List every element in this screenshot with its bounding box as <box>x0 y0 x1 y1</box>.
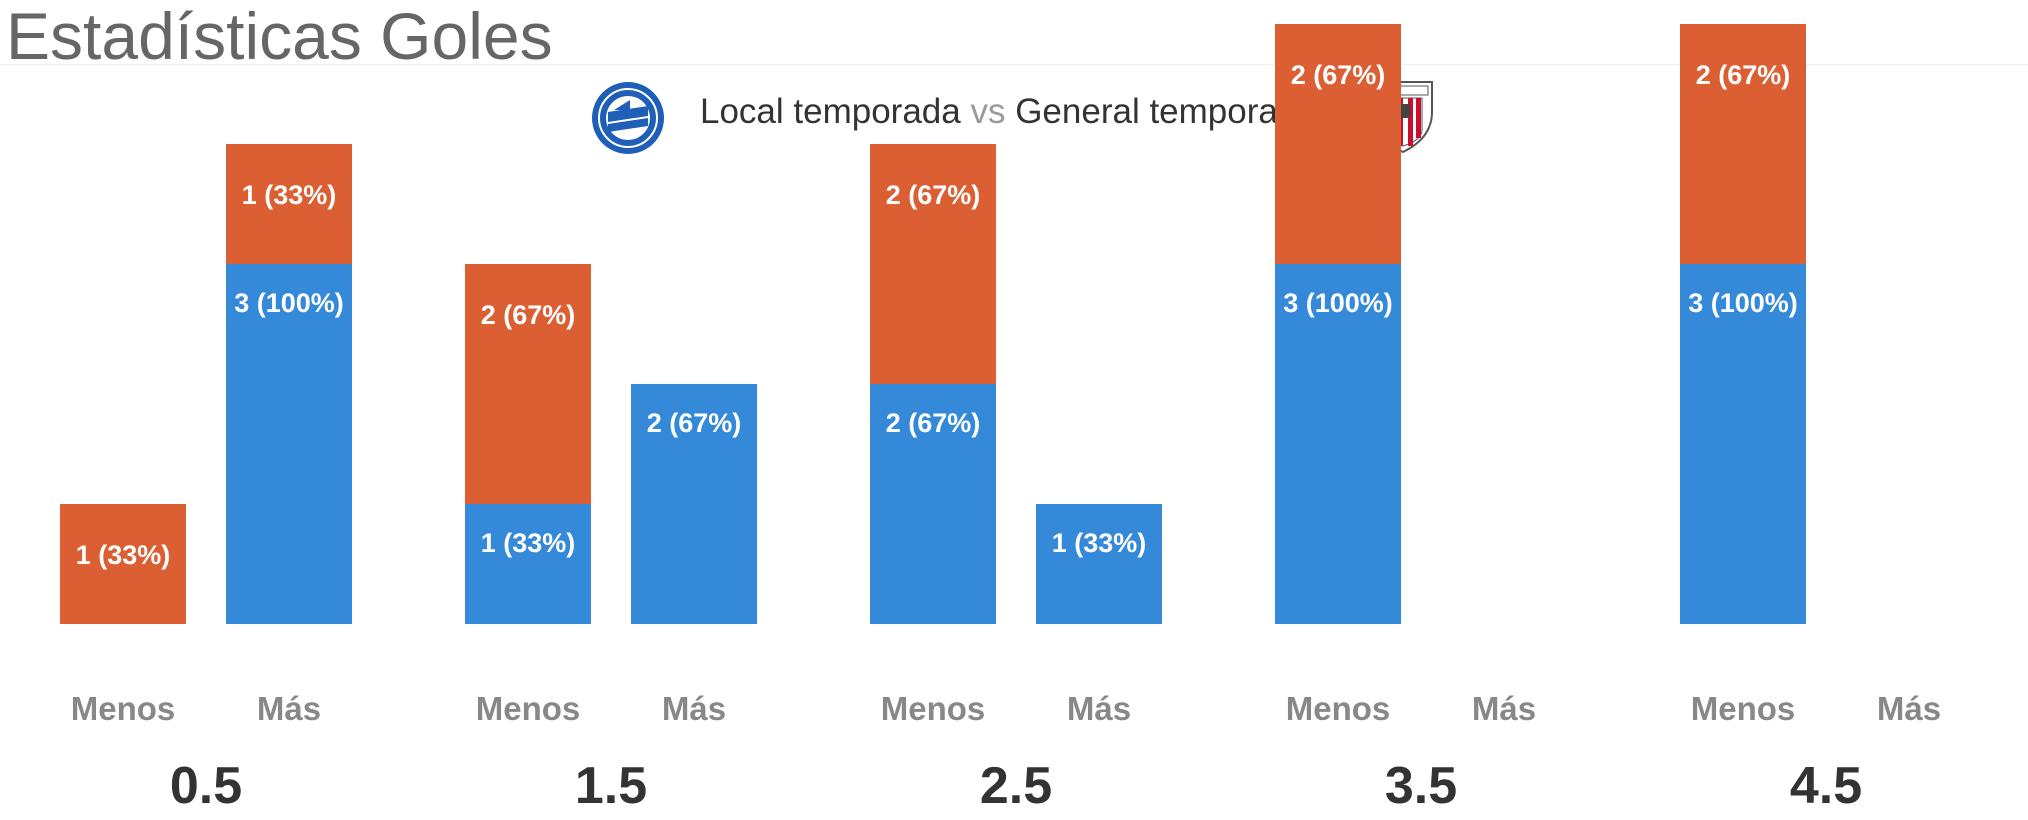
bar-local-1-5-menos <box>465 264 591 504</box>
category-label-menos: Menos <box>881 690 986 727</box>
bar-general-2-5-menos <box>870 384 996 624</box>
bar-general-1-5-menos <box>465 504 591 624</box>
category-label-más: Más <box>1067 690 1131 727</box>
threshold-label-2-5: 2.5 <box>980 757 1052 815</box>
bar-value-label: 1 (33%) <box>76 540 171 570</box>
bar-value-label: 2 (67%) <box>1291 60 1386 90</box>
chart-subtitle: Local temporada vs General temporada <box>700 90 1317 134</box>
bar-local-0-5-más <box>226 144 352 264</box>
bar-local-4-5-menos <box>1680 24 1806 264</box>
bar-local-3-5-menos <box>1275 24 1401 264</box>
bar-general-3-5-menos <box>1275 264 1401 624</box>
bar-value-label: 3 (100%) <box>1688 288 1798 318</box>
bar-value-label: 2 (67%) <box>886 408 981 438</box>
bar-value-label: 2 (67%) <box>886 180 981 210</box>
bar-value-label: 3 (100%) <box>234 288 344 318</box>
title-divider <box>0 64 2028 65</box>
page-title: Estadísticas Goles <box>6 0 553 73</box>
bar-value-label: 3 (100%) <box>1283 288 1393 318</box>
category-label-más: Más <box>1472 690 1536 727</box>
bar-value-label: 2 (67%) <box>1696 60 1791 90</box>
bar-general-0-5-más <box>226 264 352 624</box>
bar-value-label: 1 (33%) <box>481 528 576 558</box>
bar-local-2-5-menos <box>870 144 996 384</box>
category-label-más: Más <box>1877 690 1941 727</box>
bar-general-4-5-menos <box>1680 264 1806 624</box>
bar-value-label: 2 (67%) <box>481 300 576 330</box>
category-label-menos: Menos <box>71 690 176 727</box>
category-label-más: Más <box>257 690 321 727</box>
category-label-menos: Menos <box>1286 690 1391 727</box>
category-label-menos: Menos <box>1691 690 1796 727</box>
bar-general-1-5-más <box>631 384 757 624</box>
bar-local-0-5-menos <box>60 504 186 624</box>
deportivo-alaves-crest-icon <box>592 82 664 154</box>
subtitle-general: General temporada <box>1015 92 1317 131</box>
bar-value-label: 1 (33%) <box>242 180 337 210</box>
subtitle-local: Local temporada <box>700 92 961 131</box>
bar-general-2-5-más <box>1036 504 1162 624</box>
bar-value-label: 1 (33%) <box>1052 528 1147 558</box>
threshold-label-0-5: 0.5 <box>170 757 242 815</box>
threshold-label-3-5: 3.5 <box>1385 757 1457 815</box>
category-label-menos: Menos <box>476 690 581 727</box>
category-label-más: Más <box>662 690 726 727</box>
subtitle-vs: vs <box>970 92 1006 131</box>
threshold-label-1-5: 1.5 <box>575 757 647 815</box>
bar-value-label: 2 (67%) <box>647 408 742 438</box>
threshold-label-4-5: 4.5 <box>1790 757 1862 815</box>
